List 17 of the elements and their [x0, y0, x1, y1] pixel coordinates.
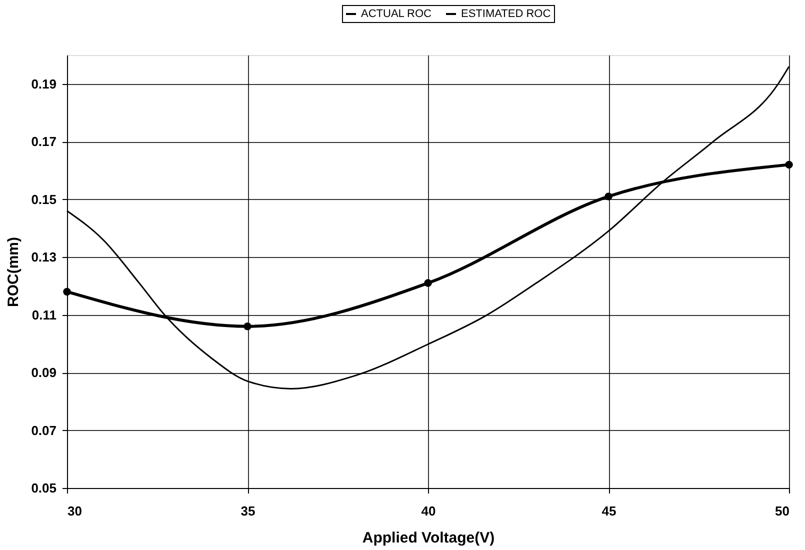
y-tick-label: 0.09: [31, 365, 56, 380]
x-tick-label: 30: [68, 504, 82, 518]
y-tick-label: 0.15: [31, 192, 56, 207]
x-tick-label: 50: [775, 504, 790, 518]
y-tick-label: 0.13: [31, 250, 56, 265]
y-tick-label: 0.17: [31, 134, 56, 150]
legend-label: ESTIMATED ROC: [461, 8, 551, 20]
y-tick-label: 0.07: [31, 422, 56, 438]
x-axis-title: Applied Voltage(V): [362, 530, 495, 546]
y-tick-label: 0.05: [31, 480, 56, 496]
y-tick-label: 0.19: [31, 76, 56, 92]
x-tick-label: 35: [240, 504, 256, 518]
legend-label: ACTUAL ROC: [361, 8, 432, 20]
x-tick-label: 45: [602, 504, 616, 518]
y-axis-title: ROC(mm): [5, 237, 22, 307]
y-tick-label: 0.11: [32, 307, 56, 322]
x-tick-label: 40: [421, 504, 436, 518]
